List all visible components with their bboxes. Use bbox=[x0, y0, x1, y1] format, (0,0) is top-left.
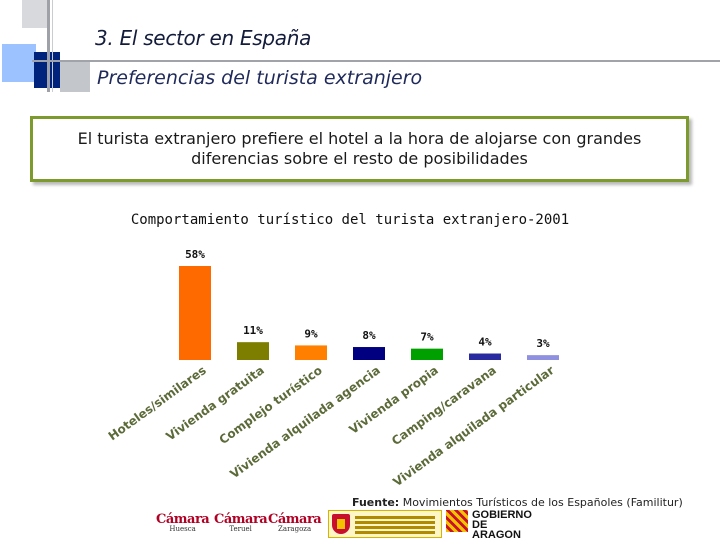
slide-subtitle: Preferencias del turista extranjero bbox=[97, 67, 423, 89]
gobierno-aragon-logo: GOBIERNO DE ARAGON bbox=[446, 509, 532, 541]
decor-square-lightblue bbox=[2, 44, 36, 82]
bar-2 bbox=[237, 342, 269, 360]
callout-text: El turista extranjero prefiere el hotel … bbox=[77, 129, 642, 168]
camara-zaragoza-logo: Cámara Zaragoza bbox=[268, 512, 322, 533]
camara-huesca-logo: Cámara Huesca bbox=[156, 512, 210, 533]
value-label: 58% bbox=[185, 248, 205, 261]
value-label: 7% bbox=[420, 331, 434, 344]
decor-square-gray bbox=[22, 0, 48, 28]
coat-of-arms-icon bbox=[332, 514, 350, 534]
callout-box: El turista extranjero prefiere el hotel … bbox=[30, 116, 689, 182]
category-label: Hoteles/similares bbox=[106, 363, 209, 443]
source-note: Fuente: Movimientos Turísticos de los Es… bbox=[352, 496, 683, 509]
value-label: 3% bbox=[536, 337, 550, 350]
aragon-logo-text: GOBIERNO DE ARAGON bbox=[472, 509, 532, 541]
value-label: 4% bbox=[478, 336, 492, 349]
source-label: Fuente: bbox=[352, 496, 400, 509]
bar-chart: 58% Hoteles/similares 11% Vivienda gratuita… bbox=[106, 248, 559, 489]
bar-5 bbox=[411, 348, 443, 360]
decor-vertical-line-thin bbox=[52, 0, 53, 92]
value-label: 9% bbox=[304, 327, 318, 340]
footer-logos: Cámara Huesca Cámara Teruel Cámara Zarag… bbox=[156, 508, 696, 541]
bar-4 bbox=[353, 347, 385, 360]
category-label: Vivienda gratuita bbox=[163, 363, 266, 443]
category-label: Complejo turístico bbox=[217, 363, 325, 447]
chart-title: Comportamiento turístico del turista ext… bbox=[130, 212, 570, 228]
bar-6 bbox=[469, 353, 501, 360]
bar-3 bbox=[295, 345, 327, 360]
section-title: 3. El sector en España bbox=[95, 26, 312, 50]
ministry-logo bbox=[328, 510, 442, 538]
decor-horizontal-line bbox=[32, 60, 720, 62]
decor-square-silver bbox=[60, 62, 90, 92]
aragon-flag-icon bbox=[446, 510, 468, 532]
value-label: 11% bbox=[243, 324, 263, 337]
bar-1 bbox=[179, 266, 211, 360]
source-text: Movimientos Turísticos de los Españoles … bbox=[399, 496, 683, 509]
value-label: 8% bbox=[362, 329, 376, 342]
bar-7 bbox=[527, 355, 559, 360]
decor-vertical-line bbox=[47, 0, 50, 92]
category-label: Camping/caravana bbox=[389, 363, 499, 448]
camara-teruel-logo: Cámara Teruel bbox=[214, 512, 268, 533]
